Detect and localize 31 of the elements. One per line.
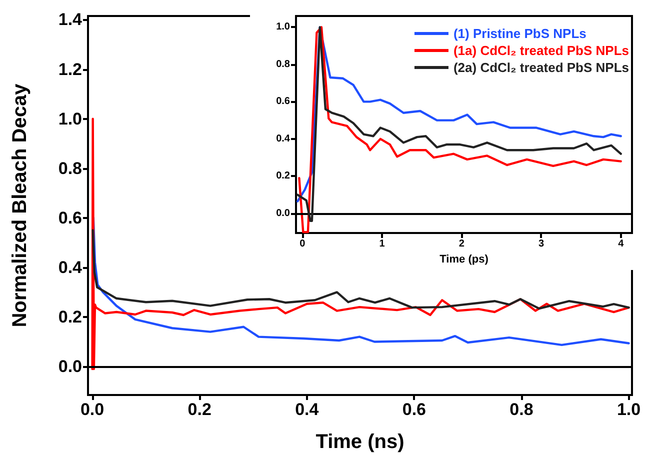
y-tick-label: 0.6 — [58, 208, 82, 228]
y-tick-label: 1.0 — [276, 22, 290, 33]
y-tick-label: 1.2 — [58, 60, 82, 79]
x-tick-label: 1.0 — [616, 400, 641, 419]
x-tick-label: 0.2 — [188, 400, 212, 419]
x-tick-label: 0 — [300, 238, 306, 250]
x-tick-label: 2 — [458, 238, 465, 250]
y-tick-label: 0.2 — [58, 307, 82, 326]
y-tick-label: 0.2 — [276, 170, 290, 182]
y-tick-label: 0.8 — [276, 58, 290, 70]
x-tick-label: 0.8 — [510, 400, 534, 419]
x-axis-title: Time (ns) — [316, 431, 404, 453]
y-tick-label: 0.4 — [276, 133, 290, 144]
x-tick-label: 1 — [379, 238, 386, 250]
x-tick-label: 0.4 — [295, 400, 320, 419]
y-tick-label: 1.4 — [58, 10, 83, 30]
y-axis-title: Normalized Bleach Decay — [8, 82, 31, 328]
y-tick-label: 0.0 — [58, 357, 82, 376]
x-tick-label: 0.6 — [402, 400, 426, 419]
legend-label: (1a) CdCl₂ treated PbS NPLs — [453, 43, 630, 58]
x-axis-title: Time (ps) — [440, 254, 489, 266]
legend-label: (2a) CdCl₂ treated PbS NPLs — [453, 60, 630, 75]
y-tick-label: 1.0 — [58, 109, 82, 128]
x-tick-label: 3 — [538, 238, 544, 250]
y-tick-label: 0.8 — [58, 158, 82, 178]
y-tick-label: 0.0 — [276, 208, 290, 219]
y-tick-label: 0.4 — [58, 258, 83, 277]
y-tick-label: 0.6 — [276, 96, 290, 108]
x-tick-label: 0.0 — [80, 400, 104, 419]
legend-label: (1) Pristine PbS NPLs — [453, 26, 586, 41]
x-tick-label: 4 — [618, 238, 624, 250]
